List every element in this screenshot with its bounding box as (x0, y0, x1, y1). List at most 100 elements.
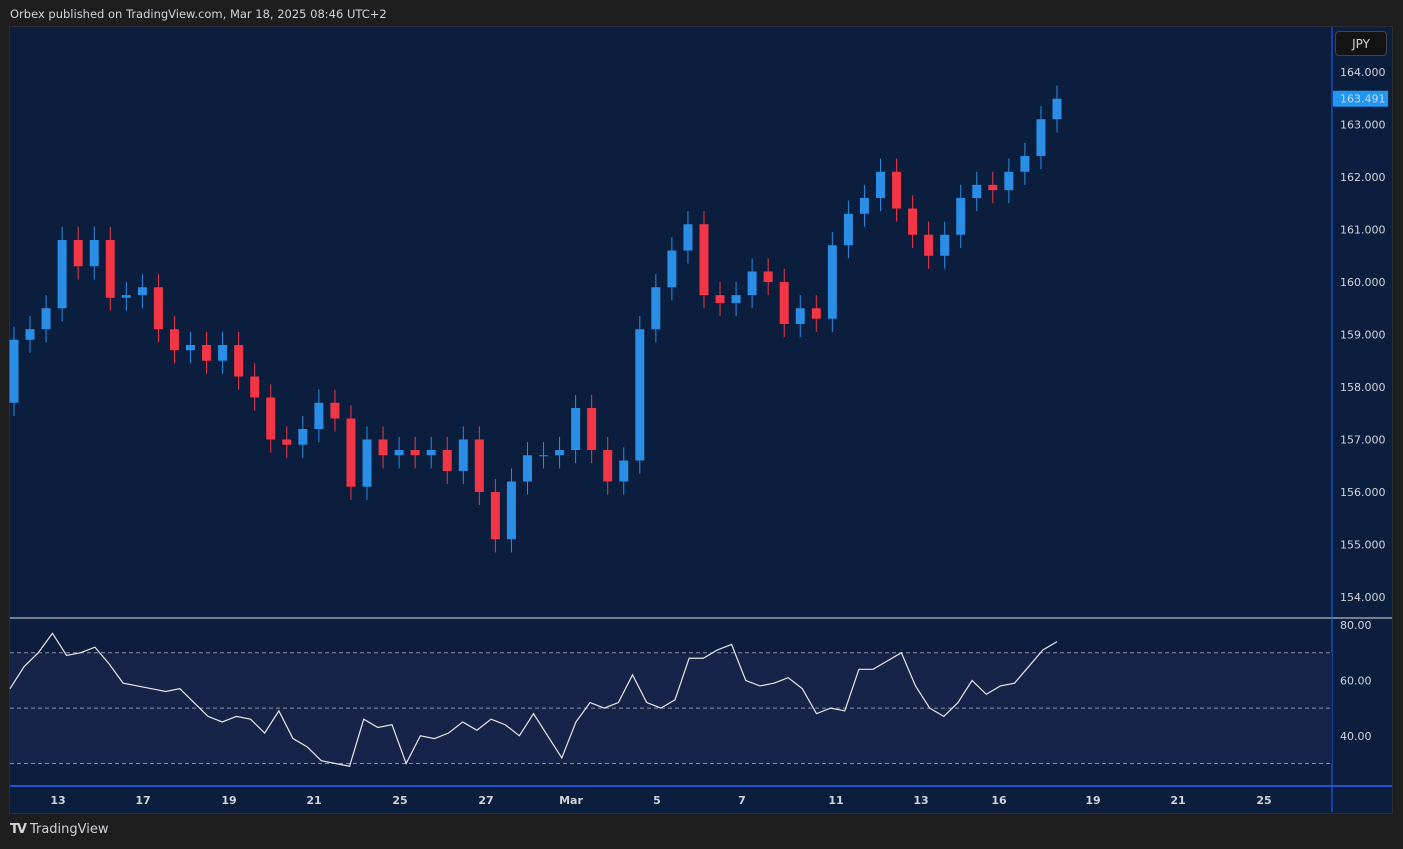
candle-body (1036, 119, 1046, 156)
candle-body (988, 184, 998, 191)
price-tick-label: 160.000 (1340, 276, 1386, 289)
candle-body (394, 450, 404, 456)
currency-badge[interactable]: JPY (1335, 31, 1387, 56)
time-tick-label: 25 (392, 794, 407, 807)
candle-body (811, 308, 821, 319)
candle-body (619, 460, 629, 482)
price-tick-label: 154.000 (1340, 591, 1386, 604)
candle-body (843, 213, 853, 246)
candle-body (330, 402, 340, 419)
candle-body (89, 240, 99, 267)
candle-body (571, 408, 581, 450)
rsi-line (9, 632, 1058, 767)
candle-body (266, 397, 276, 440)
candle-body (41, 308, 51, 330)
candle-body (587, 408, 597, 450)
time-tick-label: 21 (1170, 794, 1185, 807)
candle-body (282, 439, 292, 445)
rsi-tick-label: 60.00 (1340, 674, 1372, 687)
rsi-tick-label: 80.00 (1340, 619, 1372, 632)
time-tick-label: 11 (828, 794, 843, 807)
candle-body (442, 450, 452, 471)
price-tick-label: 163.000 (1340, 119, 1386, 132)
candle-body (218, 345, 228, 361)
candle-body (603, 450, 613, 482)
candle-body (522, 455, 532, 482)
candle-body (699, 224, 709, 296)
price-tick-label: 162.000 (1340, 171, 1386, 184)
candle-body (539, 455, 549, 457)
candle-body (908, 208, 918, 235)
candle-body (137, 287, 147, 296)
candle-body (1052, 98, 1062, 120)
time-tick-label: 16 (991, 794, 1007, 807)
candle-body (940, 234, 950, 256)
candle-body (490, 492, 500, 540)
time-tick-label: 19 (1085, 794, 1100, 807)
candle-body (747, 271, 757, 296)
time-tick-label: 17 (135, 794, 150, 807)
time-tick-label: 13 (50, 794, 65, 807)
candle-body (25, 329, 35, 340)
candle-body (474, 439, 484, 492)
candle-body (683, 224, 693, 251)
candle-body (1004, 171, 1014, 191)
candle-body (153, 287, 163, 330)
candle-body (250, 376, 260, 398)
candle-body (121, 295, 131, 298)
candle-body (892, 171, 902, 209)
time-tick-label: 25 (1256, 794, 1271, 807)
time-tick-label: 5 (653, 794, 661, 807)
candle-body (362, 439, 372, 487)
candle-body (875, 171, 885, 198)
candle-body (346, 418, 356, 487)
last-price-label: 163.491 (1340, 93, 1386, 106)
candle-body (506, 481, 516, 540)
candle-body (635, 329, 645, 461)
time-tick-label: 27 (478, 794, 493, 807)
tv-logo-icon: TV (10, 822, 27, 837)
candle-body (651, 287, 661, 330)
candle-body (795, 308, 805, 324)
candle-body (859, 198, 869, 214)
time-tick-label: 7 (738, 794, 746, 807)
candle-body (410, 450, 420, 456)
candle-body (105, 240, 115, 298)
candle-body (956, 198, 966, 235)
candle-body (555, 450, 565, 456)
candle-body (314, 402, 324, 429)
tradingview-logo[interactable]: TV TradingView (10, 822, 108, 837)
price-tick-label: 164.000 (1340, 66, 1386, 79)
candle-body (378, 439, 388, 456)
candle-body (924, 234, 934, 256)
last-price-badge (1333, 90, 1388, 107)
candle-body (731, 295, 741, 303)
candle-body (827, 245, 837, 319)
candle-body (763, 271, 773, 282)
candle-body (1020, 156, 1030, 172)
candle-body (458, 439, 468, 471)
price-tick-label: 155.000 (1340, 539, 1386, 552)
time-tick-label: Mar (559, 794, 583, 807)
rsi-tick-label: 40.00 (1340, 730, 1372, 743)
candle-body (169, 329, 179, 351)
candle-body (667, 250, 677, 288)
brand-name: TradingView (29, 822, 109, 837)
candle-body (202, 345, 212, 361)
candle-body (9, 339, 19, 403)
time-tick-label: 13 (913, 794, 928, 807)
price-tick-label: 159.000 (1340, 329, 1386, 342)
candle-body (234, 345, 244, 377)
candle-body (972, 184, 982, 198)
publish-info: Orbex published on TradingView.com, Mar … (10, 7, 387, 21)
candle-body (298, 429, 308, 445)
price-tick-label: 156.000 (1340, 486, 1386, 499)
price-tick-label: 161.000 (1340, 224, 1386, 237)
candle-body (715, 295, 725, 303)
price-tick-label: 157.000 (1340, 434, 1386, 447)
candle-body (73, 240, 83, 267)
time-tick-label: 19 (221, 794, 236, 807)
candle-body (426, 450, 436, 456)
price-tick-label: 158.000 (1340, 381, 1386, 394)
